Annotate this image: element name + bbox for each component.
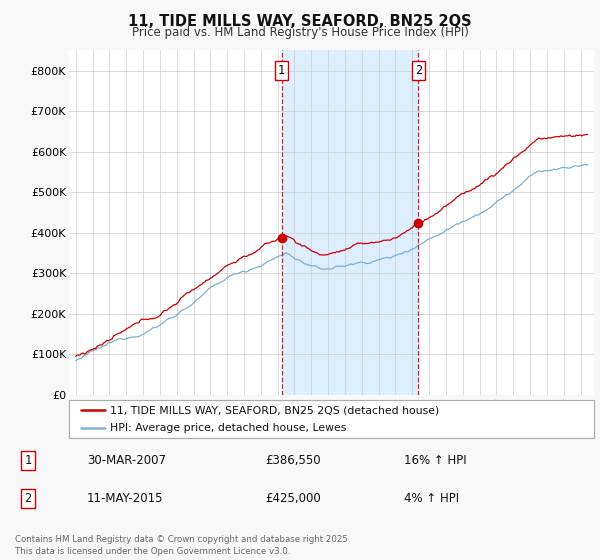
Text: 4% ↑ HPI: 4% ↑ HPI <box>404 492 459 505</box>
Text: £425,000: £425,000 <box>265 492 321 505</box>
Text: Price paid vs. HM Land Registry's House Price Index (HPI): Price paid vs. HM Land Registry's House … <box>131 26 469 39</box>
Text: 16% ↑ HPI: 16% ↑ HPI <box>404 454 466 467</box>
Text: 1: 1 <box>25 454 32 467</box>
Text: Contains HM Land Registry data © Crown copyright and database right 2025.
This d: Contains HM Land Registry data © Crown c… <box>15 535 350 556</box>
Text: HPI: Average price, detached house, Lewes: HPI: Average price, detached house, Lewe… <box>110 423 346 433</box>
Text: 2: 2 <box>25 492 32 505</box>
Text: 11-MAY-2015: 11-MAY-2015 <box>87 492 163 505</box>
Text: 11, TIDE MILLS WAY, SEAFORD, BN25 2QS (detached house): 11, TIDE MILLS WAY, SEAFORD, BN25 2QS (d… <box>110 405 439 415</box>
Text: 30-MAR-2007: 30-MAR-2007 <box>87 454 166 467</box>
Text: 1: 1 <box>278 64 285 77</box>
Text: £386,550: £386,550 <box>265 454 321 467</box>
Bar <box>281 50 418 395</box>
Text: 11, TIDE MILLS WAY, SEAFORD, BN25 2QS: 11, TIDE MILLS WAY, SEAFORD, BN25 2QS <box>128 14 472 29</box>
Text: 2: 2 <box>415 64 422 77</box>
